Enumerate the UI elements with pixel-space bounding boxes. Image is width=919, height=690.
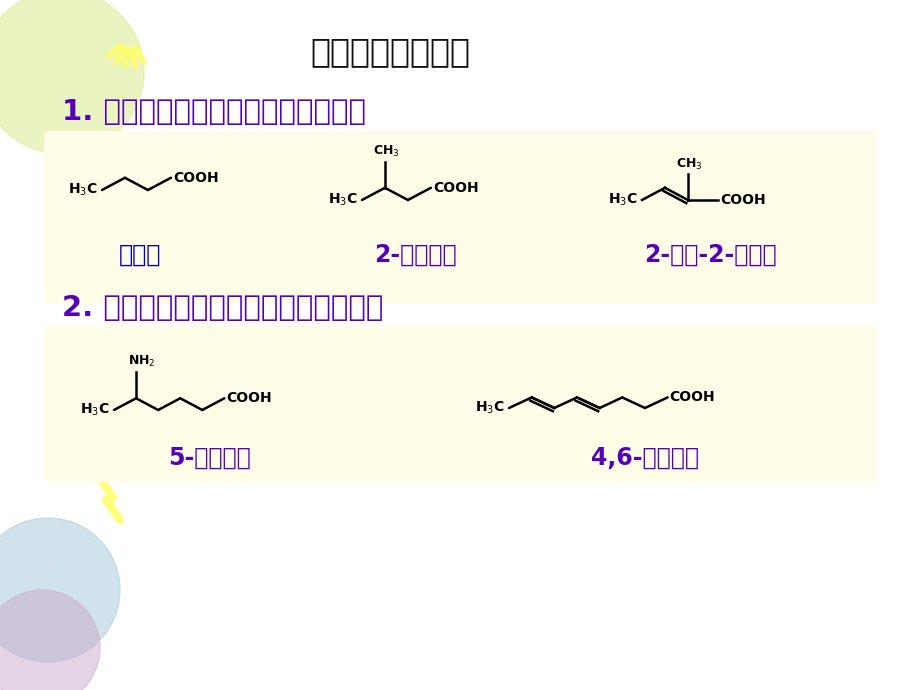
- Text: CH$_3$: CH$_3$: [675, 157, 702, 172]
- Circle shape: [0, 590, 100, 690]
- Circle shape: [0, 518, 119, 662]
- Text: （二）羧酸的命名: （二）羧酸的命名: [310, 35, 470, 68]
- Text: COOH: COOH: [433, 181, 478, 195]
- Text: H$_3$C: H$_3$C: [80, 402, 109, 418]
- Text: NH$_2$: NH$_2$: [128, 354, 155, 369]
- Text: COOH: COOH: [226, 391, 272, 405]
- Text: H$_3$C: H$_3$C: [68, 181, 97, 198]
- Text: COOH: COOH: [720, 193, 765, 207]
- Text: CH$_3$: CH$_3$: [372, 144, 399, 159]
- Text: H$_3$C: H$_3$C: [607, 192, 637, 208]
- Circle shape: [0, 0, 144, 154]
- Text: COOH: COOH: [669, 391, 714, 404]
- Text: 2. 主链有取代基和其它官能团依次编号: 2. 主链有取代基和其它官能团依次编号: [62, 294, 383, 322]
- Text: 1. 选含羧基最长碳链为母体，叫某酸: 1. 选含羧基最长碳链为母体，叫某酸: [62, 98, 366, 126]
- Text: H$_3$C: H$_3$C: [328, 192, 357, 208]
- Text: H$_3$C: H$_3$C: [474, 400, 505, 416]
- Text: 正丁酸: 正丁酸: [119, 243, 161, 267]
- Text: 5-氨基己酸: 5-氨基己酸: [168, 446, 251, 470]
- Text: COOH: COOH: [173, 171, 218, 185]
- Text: 2-甲基丁酸: 2-甲基丁酸: [373, 243, 456, 267]
- FancyBboxPatch shape: [44, 326, 876, 482]
- Text: 4,6-辛二烯酸: 4,6-辛二烯酸: [590, 446, 698, 470]
- FancyBboxPatch shape: [44, 131, 876, 304]
- Text: 2-甲基-2-丁烯酸: 2-甲基-2-丁烯酸: [643, 243, 776, 267]
